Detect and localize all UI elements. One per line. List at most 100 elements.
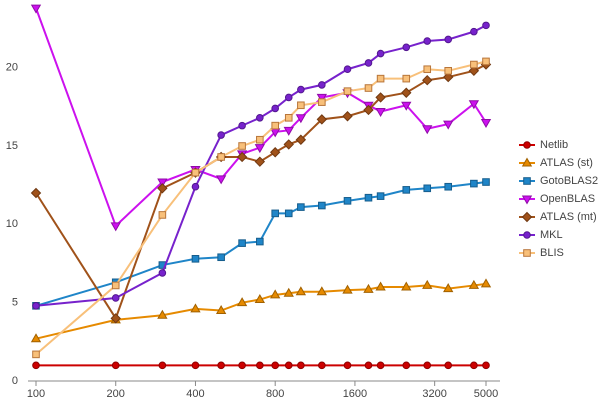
data-point <box>236 297 248 307</box>
legend-label: ATLAS (st) <box>540 157 593 169</box>
data-point <box>295 286 307 296</box>
data-point <box>238 121 246 130</box>
data-point <box>470 179 478 188</box>
data-point <box>318 361 326 370</box>
y-tick-label: 5 <box>12 297 18 309</box>
data-point <box>110 313 121 324</box>
data-point <box>254 294 266 304</box>
data-point <box>444 361 453 370</box>
legend-label: MKL <box>540 229 563 241</box>
y-tick-label: 20 <box>6 62 18 74</box>
data-point <box>254 144 266 154</box>
data-point <box>256 361 264 370</box>
data-point <box>363 104 374 116</box>
x-tick-label: 100 <box>27 388 45 400</box>
data-point <box>284 361 293 370</box>
data-point <box>256 135 264 144</box>
legend-marker <box>521 157 533 167</box>
data-point <box>316 93 328 103</box>
data-point <box>297 361 305 370</box>
x-tick-label: 3200 <box>422 388 446 400</box>
legend-marker <box>523 177 531 185</box>
data-point <box>32 361 40 370</box>
legend-marker <box>521 211 533 223</box>
y-tick-label: 15 <box>6 140 18 152</box>
data-point <box>468 65 480 77</box>
data-point <box>295 134 307 145</box>
data-point <box>482 21 490 30</box>
legend-marker <box>523 249 531 257</box>
data-point <box>30 333 42 343</box>
legend-label: GotoBLAS2 <box>540 175 598 187</box>
data-point <box>423 37 432 45</box>
data-point <box>443 71 454 83</box>
data-point <box>217 361 225 370</box>
data-point <box>30 4 42 14</box>
data-point <box>271 104 279 113</box>
data-point <box>402 74 411 83</box>
data-point <box>158 361 167 370</box>
data-point <box>158 269 167 277</box>
series-line <box>35 282 487 340</box>
data-point <box>238 239 246 247</box>
y-tick-label: 10 <box>6 218 18 230</box>
data-point <box>376 74 385 83</box>
data-point <box>363 283 374 293</box>
data-point <box>443 120 454 130</box>
data-point <box>422 125 433 135</box>
data-point <box>375 92 386 103</box>
data-point <box>32 350 40 359</box>
data-point <box>283 126 294 136</box>
data-point <box>444 35 453 44</box>
data-point <box>217 253 225 262</box>
data-point <box>110 222 121 232</box>
data-point <box>271 361 279 370</box>
data-point <box>284 209 293 218</box>
data-point <box>297 203 305 211</box>
data-point <box>376 361 385 370</box>
data-point <box>215 175 227 185</box>
data-point <box>468 100 480 110</box>
data-point <box>364 361 373 370</box>
data-point <box>236 151 248 163</box>
legend-label: BLIS <box>540 247 564 259</box>
data-point <box>318 201 326 210</box>
data-point <box>215 304 227 314</box>
data-point <box>295 114 307 124</box>
data-point <box>480 119 492 129</box>
data-point <box>157 183 168 194</box>
data-point <box>342 284 353 294</box>
data-point <box>238 142 246 150</box>
data-point <box>423 65 432 74</box>
data-point <box>318 98 326 106</box>
data-point <box>111 294 120 302</box>
data-point <box>297 85 305 94</box>
legend-label: ATLAS (mt) <box>540 211 597 223</box>
data-point <box>422 74 433 86</box>
data-point <box>401 281 412 291</box>
data-point <box>402 43 411 52</box>
data-point <box>191 361 200 370</box>
x-tick-label: 200 <box>107 388 125 400</box>
data-point <box>316 114 328 125</box>
legend-marker <box>521 195 533 205</box>
data-point <box>482 361 490 370</box>
data-point <box>444 182 453 191</box>
data-point <box>269 147 281 158</box>
data-point <box>30 187 42 199</box>
x-tick-label: 1600 <box>343 388 367 400</box>
data-point <box>32 302 40 310</box>
data-point <box>157 309 168 319</box>
legend-label: Netlib <box>540 139 568 151</box>
data-point <box>376 49 385 58</box>
data-point <box>316 286 328 296</box>
data-point <box>343 197 352 205</box>
data-point <box>376 192 385 200</box>
data-point <box>364 193 373 202</box>
data-point <box>217 153 225 161</box>
data-point <box>482 57 490 66</box>
data-point <box>470 60 478 69</box>
legend-marker <box>523 141 531 149</box>
data-point <box>470 27 478 36</box>
